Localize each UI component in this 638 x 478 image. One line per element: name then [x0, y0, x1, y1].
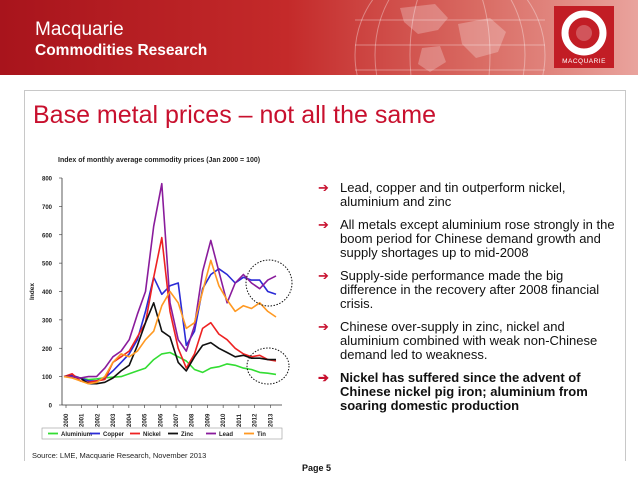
bullet-list: ➔ Lead, copper and tin outperform nickel,…	[318, 181, 618, 422]
legend-label-lead: Lead	[219, 432, 233, 438]
x-tick-label: 2000	[64, 413, 70, 427]
highlight-circle-top	[245, 259, 293, 307]
series-line-tin	[63, 259, 277, 385]
globe-graphic	[354, 0, 546, 75]
y-axis-label: Index	[29, 283, 36, 300]
brand-name: Macquarie	[35, 19, 124, 40]
highlight-circle-bottom	[246, 347, 290, 385]
bullet-text: Chinese over-supply in zinc, nickel and …	[340, 319, 598, 362]
series-line-zinc	[64, 302, 276, 385]
x-tick-label: 2001	[80, 413, 86, 427]
price-index-chart: 0 100 200 300 400 500 600 700 800 Index 2000 2001 20…	[29, 177, 293, 440]
bullet-text: Lead, copper and tin outperform nickel, …	[340, 180, 566, 209]
x-tick-label: 2012	[253, 413, 259, 427]
y-tick-label: 600	[42, 233, 53, 239]
x-tick-label: 2007	[174, 413, 180, 427]
series-line-copper	[63, 268, 277, 382]
bullet-item: ➔ Chinese over-supply in zinc, nickel and…	[318, 320, 618, 362]
page-title: Base metal prices – not all the same	[33, 101, 436, 129]
y-tick-label: 300	[42, 318, 53, 324]
chart-title: Index of monthly average commodity price…	[58, 157, 261, 164]
series-line-nickel	[63, 236, 277, 384]
bullet-item: ➔ All metals except aluminium rose strong…	[318, 218, 618, 260]
bullet-item: ➔ Supply-side performance made the big di…	[318, 269, 618, 311]
legend-label-nickel: Nickel	[143, 432, 161, 438]
x-tick-label: 2002	[95, 413, 101, 427]
x-tick-label: 2013	[268, 413, 274, 427]
x-tick-label: 2005	[143, 413, 149, 427]
y-tick-label: 200	[42, 347, 53, 353]
arrow-right-icon: ➔	[318, 319, 329, 334]
macquarie-logo-icon	[554, 6, 614, 68]
page-number: Page 5	[302, 463, 332, 473]
legend-box	[41, 427, 283, 440]
brand-division: Commodities Research	[35, 42, 208, 59]
source-note: Source: LME, Macquarie Research, Novembe…	[32, 451, 207, 460]
y-tick-label: 400	[42, 290, 53, 296]
y-tick-label: 500	[42, 262, 53, 268]
y-tick-label: 700	[42, 205, 53, 211]
bullet-text: Supply-side performance made the big dif…	[340, 268, 600, 311]
x-tick-label: 2010	[221, 413, 227, 427]
y-tick-label: 100	[42, 375, 53, 381]
x-tick-label: 2008	[190, 413, 196, 427]
logo-wordmark: MACQUARIE	[562, 58, 606, 65]
arrow-right-icon: ➔	[318, 217, 329, 232]
y-tick-label: 0	[49, 404, 53, 410]
arrow-right-icon: ➔	[318, 370, 329, 385]
bullet-text: All metals except aluminium rose strongl…	[340, 217, 615, 260]
legend-label-tin: Tin	[257, 432, 266, 438]
content-panel	[24, 90, 626, 461]
series-line-aluminium	[63, 351, 277, 381]
header-banner: Macquarie Commodities Research MACQUARIE	[0, 0, 638, 75]
x-tick-label: 2011	[237, 413, 243, 427]
x-tick-label: 2003	[111, 413, 117, 427]
x-tick-label: 2004	[127, 413, 133, 427]
bullet-item: ➔ Lead, copper and tin outperform nickel,…	[318, 181, 618, 209]
legend-label-aluminium: Aluminium	[61, 432, 92, 438]
legend-label-zinc: Zinc	[181, 432, 194, 438]
arrow-right-icon: ➔	[318, 268, 329, 283]
y-tick-label: 800	[42, 177, 53, 183]
highlight-circles	[245, 259, 293, 385]
x-tick-label: 2009	[205, 413, 211, 427]
x-tick-label: 2006	[158, 413, 164, 427]
bullet-text: Nickel has suffered since the advent of …	[340, 370, 588, 413]
arrow-right-icon: ➔	[318, 180, 329, 195]
bullet-item: ➔ Nickel has suffered since the advent of…	[318, 371, 618, 413]
series-line-lead	[64, 182, 277, 379]
legend-label-copper: Copper	[103, 432, 125, 438]
